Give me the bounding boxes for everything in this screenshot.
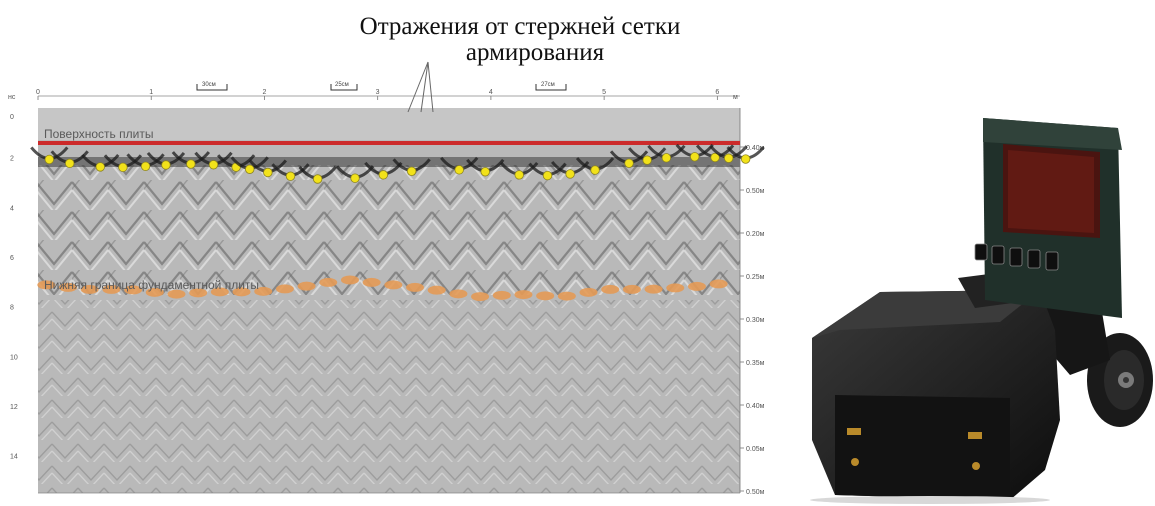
rebar-marker xyxy=(119,163,128,172)
x-tick-label: 1 xyxy=(149,89,153,96)
rebar-marker xyxy=(690,153,699,162)
rebar-marker xyxy=(625,159,634,168)
rebar-marker xyxy=(65,159,74,168)
rebar-marker xyxy=(543,171,552,180)
bottom-boundary-segment xyxy=(601,285,619,294)
y-tick-labels: 0 2 4 6 8 10 12 14 xyxy=(10,114,18,461)
deep-texture xyxy=(38,300,740,493)
bottom-boundary-segment xyxy=(493,291,511,300)
bottom-boundary-segment xyxy=(623,285,641,294)
bottom-boundary-segment xyxy=(666,283,684,292)
rebar-marker xyxy=(379,171,388,180)
depth-tick-label: 0.50м xyxy=(746,489,765,496)
depth-tick-label: 0.40м xyxy=(746,403,765,410)
depth-tick-label: 0.05м xyxy=(746,446,765,453)
device-latch-1 xyxy=(847,428,861,435)
rebar-marker xyxy=(515,171,524,180)
gpr-device-photo xyxy=(810,118,1153,504)
y-tick-label: 6 xyxy=(10,255,14,262)
bottom-boundary-segment xyxy=(363,278,381,287)
bottom-boundary-segment xyxy=(406,283,424,292)
x-tick-label: 0 xyxy=(36,89,40,96)
depth-tick-label: 0.25м xyxy=(746,274,765,281)
bottom-boundary-segment xyxy=(428,286,446,295)
bottom-boundary-segment xyxy=(298,282,316,291)
surface-label: Поверхность плиты xyxy=(44,127,153,141)
rebar-marker xyxy=(45,155,54,164)
x-tick-label: 6 xyxy=(715,89,719,96)
spacing-label-3: 27см xyxy=(541,82,555,88)
x-tick-label: 3 xyxy=(376,89,380,96)
y-tick-label: 4 xyxy=(10,205,14,212)
spacing-label-2: 25см xyxy=(335,82,349,88)
depth-tick-labels: 0.40м0.50м0.20м0.25м0.30м0.35м0.40м0.05м… xyxy=(740,145,765,496)
x-unit-label: м xyxy=(733,94,738,101)
bottom-boundary-segment xyxy=(384,280,402,289)
rebar-marker xyxy=(313,175,322,184)
depth-tick-label: 0.20м xyxy=(746,231,765,238)
bottom-boundary-segment xyxy=(580,288,598,297)
y-tick-label: 2 xyxy=(10,156,14,163)
rebar-marker xyxy=(455,166,464,175)
spacing-bracket-1: 30см xyxy=(197,82,227,90)
spacing-bracket-2: 25см xyxy=(331,82,357,90)
y-tick-label: 12 xyxy=(10,404,18,411)
bottom-boundary-segment xyxy=(645,285,663,294)
bottom-boundary-segment xyxy=(341,275,359,284)
x-tick-labels: 0 1 2 3 4 5 6 xyxy=(36,89,719,100)
reflection-texture xyxy=(38,165,740,295)
rebar-marker xyxy=(264,168,273,177)
bottom-boundary-segment xyxy=(710,279,728,288)
rebar-marker xyxy=(245,165,254,174)
x-tick-label: 2 xyxy=(262,89,266,96)
bottom-boundary-segment xyxy=(514,290,532,299)
bottom-boundary-segment xyxy=(558,292,576,301)
x-tick-label: 5 xyxy=(602,89,606,96)
rebar-marker xyxy=(566,170,575,179)
y-tick-label: 0 xyxy=(10,114,14,121)
bottom-boundary-label: Нижняя граница фундаментной плиты xyxy=(44,278,259,292)
rebar-marker xyxy=(662,154,671,163)
spacing-bracket-3: 27см xyxy=(536,82,566,90)
bottom-boundary-segment xyxy=(688,282,706,291)
rebar-marker xyxy=(187,160,196,169)
rebar-marker xyxy=(741,155,750,164)
rebar-marker xyxy=(351,174,360,183)
annotation-leaders xyxy=(408,62,433,112)
rebar-marker xyxy=(209,160,218,169)
rebar-marker xyxy=(643,156,652,165)
y-tick-label: 10 xyxy=(10,354,18,361)
y-unit-label: нс xyxy=(8,94,16,101)
rebar-marker xyxy=(407,167,416,176)
rebar-marker xyxy=(481,167,490,176)
depth-tick-label: 0.50м xyxy=(746,188,765,195)
rebar-marker xyxy=(724,154,733,163)
device-latch-2 xyxy=(968,432,982,439)
y-tick-label: 14 xyxy=(10,454,18,461)
rebar-marker xyxy=(141,162,150,171)
rebar-marker xyxy=(162,161,171,170)
x-tick-label: 4 xyxy=(489,89,493,96)
bottom-boundary-segment xyxy=(276,284,294,293)
bottom-boundary-segment xyxy=(471,292,489,301)
rebar-marker xyxy=(96,163,105,172)
rebar-marker xyxy=(591,166,600,175)
bottom-boundary-segment xyxy=(319,278,337,287)
rebar-marker xyxy=(286,172,295,181)
depth-tick-label: 0.30м xyxy=(746,317,765,324)
spacing-label-1: 30см xyxy=(202,82,216,88)
bottom-boundary-segment xyxy=(449,289,467,298)
bottom-boundary-segment xyxy=(536,291,554,300)
depth-tick-label: 0.35м xyxy=(746,360,765,367)
y-tick-label: 8 xyxy=(10,305,14,312)
